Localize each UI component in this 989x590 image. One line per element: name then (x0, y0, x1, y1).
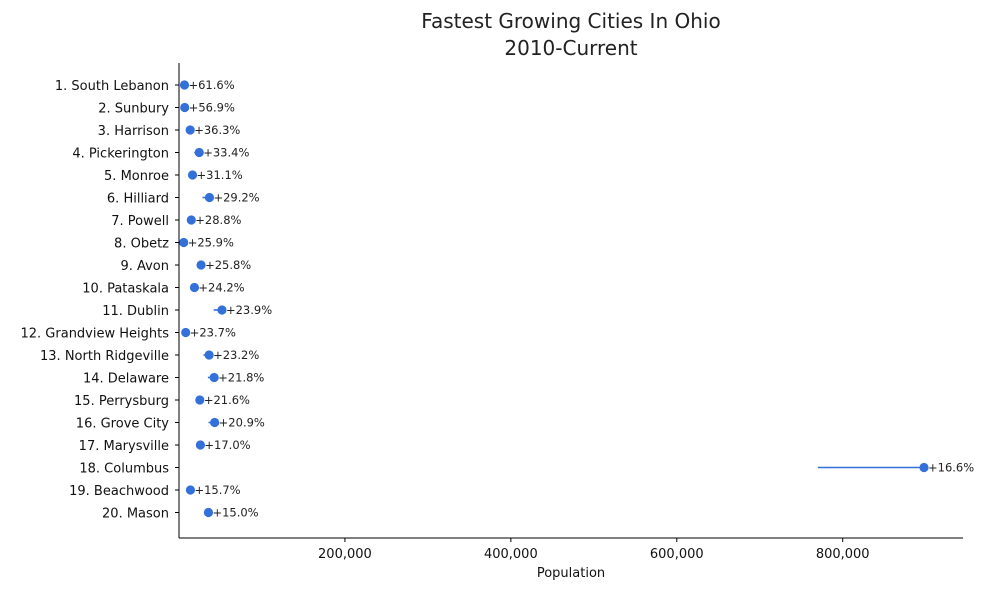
chart-title: Fastest Growing Cities In Ohio (421, 9, 720, 33)
end-point-7 (186, 215, 196, 225)
y-tick-label-9: 9. Avon (120, 259, 169, 274)
y-tick-label-4: 4. Pickerington (72, 147, 169, 162)
end-point-11 (217, 305, 227, 315)
end-point-8 (179, 237, 189, 248)
growth-label-13: +23.2% (213, 348, 259, 362)
y-tick-label-16: 16. Grove City (76, 417, 170, 432)
growth-label-9: +25.8% (205, 258, 251, 272)
end-point-6 (204, 192, 215, 203)
y-axis-ticks: 1. South Lebanon 2. Sunbury 3. Harrison 4. … (21, 79, 179, 522)
y-tick-label-11: 11. Dublin (102, 304, 169, 319)
growth-label-16: +20.9% (219, 416, 265, 430)
end-point-5 (187, 170, 198, 180)
y-tick-label-10: 10. Pataskala (82, 282, 169, 297)
end-point-18 (919, 462, 929, 473)
y-tick-label-14: 14. Delaware (83, 372, 169, 387)
growth-label-2: +56.9% (189, 101, 235, 115)
y-tick-label-6: 6. Hilliard (107, 192, 169, 207)
end-point-14 (209, 372, 219, 383)
x-tick-label-2: 400,000 (484, 547, 538, 562)
growth-label-7: +28.8% (195, 213, 241, 227)
y-tick-label-19: 19. Beachwood (69, 484, 169, 499)
y-tick-label-1: 1. South Lebanon (55, 79, 169, 94)
end-point-9 (196, 260, 206, 270)
y-tick-label-5: 5. Monroe (104, 169, 169, 184)
y-tick-label-18: 18. Columbus (79, 462, 169, 477)
y-tick-label-15: 15. Perrysburg (74, 394, 169, 409)
end-point-2 (180, 102, 190, 113)
growth-label-1: +61.6% (188, 78, 234, 92)
chart-subtitle: 2010-Current (504, 36, 637, 60)
x-tick-label-1: 200,000 (318, 547, 372, 562)
end-point-4 (194, 147, 204, 158)
end-point-13 (204, 350, 214, 360)
end-point-1 (179, 80, 190, 90)
end-point-10 (189, 282, 200, 293)
growth-label-20: +15.0% (212, 506, 258, 520)
growth-label-8: +25.9% (188, 236, 234, 250)
y-tick-label-3: 3. Harrison (98, 124, 169, 139)
growth-label-11: +23.9% (226, 303, 272, 317)
y-tick-label-17: 17. Marysville (79, 439, 169, 454)
plot-area: +61.6% +56.9% +36.3% +33.4% +31.1% +29.2% +28.… (179, 78, 974, 520)
growth-label-14: +21.8% (218, 371, 264, 385)
growth-label-6: +29.2% (213, 191, 259, 205)
growth-label-4: +33.4% (203, 146, 249, 160)
y-tick-label-20: 20. Mason (102, 507, 169, 522)
y-tick-label-12: 12. Grandview Heights (21, 327, 170, 342)
end-point-15 (195, 395, 205, 405)
end-point-19 (185, 485, 196, 495)
y-tick-label-13: 13. North Ridgeville (40, 349, 169, 364)
y-tick-label-2: 2. Sunbury (98, 102, 169, 117)
growth-label-19: +15.7% (194, 483, 240, 497)
x-axis-label: Population (537, 566, 605, 581)
end-point-12 (181, 327, 191, 338)
y-tick-label-7: 7. Powell (111, 214, 169, 229)
end-point-16 (210, 417, 220, 428)
end-point-20 (203, 507, 214, 518)
x-tick-label-3: 600,000 (650, 547, 704, 562)
growth-label-3: +36.3% (194, 123, 240, 137)
growth-label-18: +16.6% (928, 461, 974, 475)
end-point-17 (195, 440, 206, 450)
end-point-3 (185, 125, 195, 135)
growth-label-12: +23.7% (190, 326, 236, 340)
x-axis-ticks: 200,000 400,000 600,000 800,000 (318, 538, 870, 562)
x-tick-label-4: 800,000 (816, 547, 870, 562)
growth-label-10: +24.2% (198, 281, 244, 295)
y-tick-label-8: 8. Obetz (114, 237, 169, 252)
growth-label-15: +21.6% (204, 393, 250, 407)
growth-label-5: +31.1% (197, 168, 243, 182)
growth-label-17: +17.0% (204, 438, 250, 452)
